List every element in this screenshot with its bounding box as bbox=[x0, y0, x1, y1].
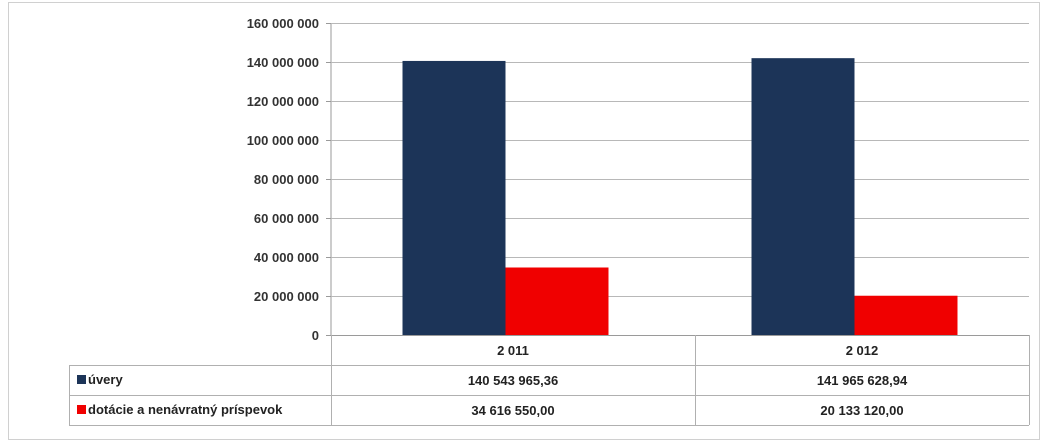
legend-swatch bbox=[77, 375, 86, 384]
legend-label: úvery bbox=[88, 372, 123, 387]
x-category-label: 2 012 bbox=[846, 343, 879, 358]
bar-chart: 0 20 000 000 40 000 000 60 000 000 80 000 00… bbox=[69, 16, 1030, 426]
y-tick-label: 120 000 000 bbox=[247, 94, 319, 109]
legend-label: dotácie a nenávratný príspevok bbox=[88, 402, 283, 417]
y-tick-label: 160 000 000 bbox=[247, 16, 319, 31]
y-tick-label: 60 000 000 bbox=[254, 211, 319, 226]
bar-dotacie bbox=[854, 295, 958, 335]
y-tick-label: 140 000 000 bbox=[247, 55, 319, 70]
y-axis-ticks: 0 20 000 000 40 000 000 60 000 000 80 000 00… bbox=[247, 16, 319, 343]
bar-dotacie bbox=[505, 267, 609, 335]
table-value: 20 133 120,00 bbox=[820, 403, 903, 418]
y-tick-label: 100 000 000 bbox=[247, 133, 319, 148]
chart-container: 0 20 000 000 40 000 000 60 000 000 80 000 00… bbox=[8, 2, 1040, 440]
y-tick-label: 20 000 000 bbox=[254, 289, 319, 304]
table-value: 141 965 628,94 bbox=[817, 373, 908, 388]
data-table: 2 011 2 012 úvery 140 543 965,36 141 965 628… bbox=[69, 335, 1030, 426]
bar-uvery bbox=[751, 58, 855, 335]
bar-uvery bbox=[402, 60, 506, 335]
table-value: 34 616 550,00 bbox=[471, 403, 554, 418]
bars bbox=[402, 58, 958, 335]
y-tick-label: 80 000 000 bbox=[254, 172, 319, 187]
legend-swatch bbox=[77, 405, 86, 414]
x-category-label: 2 011 bbox=[497, 343, 529, 358]
table-value: 140 543 965,36 bbox=[468, 373, 558, 388]
y-tick-label: 0 bbox=[312, 328, 319, 343]
y-tick-label: 40 000 000 bbox=[254, 250, 319, 265]
